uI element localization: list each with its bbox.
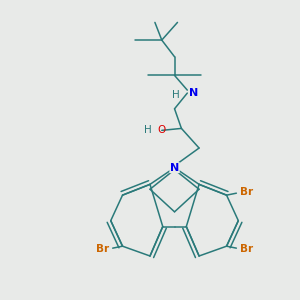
Text: Br: Br bbox=[240, 187, 254, 197]
Text: Br: Br bbox=[240, 244, 254, 254]
Text: H: H bbox=[172, 90, 179, 100]
Text: O: O bbox=[158, 125, 166, 135]
Text: N: N bbox=[170, 163, 179, 173]
Text: N: N bbox=[189, 88, 199, 98]
Text: H: H bbox=[144, 125, 152, 135]
Text: Br: Br bbox=[96, 244, 109, 254]
